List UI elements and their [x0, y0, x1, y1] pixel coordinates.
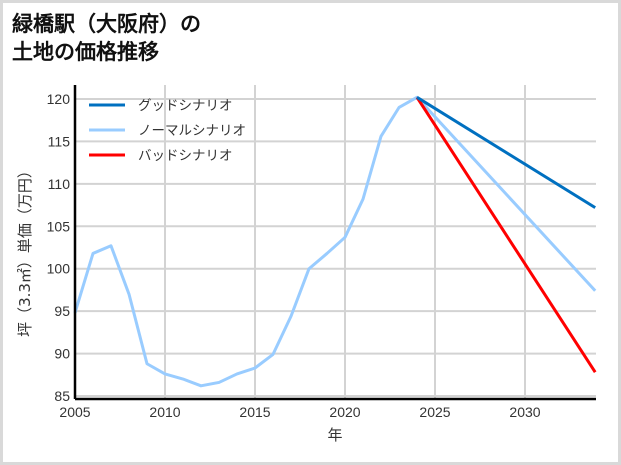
axes — [73, 85, 596, 401]
x-tick-label: 2015 — [239, 404, 270, 420]
y-tick-label: 85 — [54, 388, 70, 404]
series-line — [415, 96, 597, 374]
y-tick-label: 100 — [47, 261, 71, 277]
x-axis-label: 年 — [327, 426, 342, 444]
y-axis-label: 坪（3.3㎡）単価（万円） — [16, 163, 34, 337]
chart-title-line1: 緑橋駅（大阪府）の — [12, 12, 201, 36]
chart-title: 緑橋駅（大阪府）の 土地の価格推移 — [12, 10, 201, 66]
y-tick-label: 115 — [48, 133, 71, 149]
y-axis-ticks: 85 90 95 100 105 110 115 120 — [47, 91, 71, 404]
data-lines — [73, 95, 597, 388]
x-tick-label: 2025 — [419, 404, 450, 420]
y-tick-label: 120 — [47, 91, 71, 107]
series-line — [73, 95, 597, 388]
x-tick-label: 2020 — [329, 404, 360, 420]
y-tick-label: 110 — [48, 176, 71, 192]
series-line — [416, 96, 596, 209]
legend-label: バッドシナリオ — [138, 148, 233, 164]
x-axis-ticks: 2005 2010 2015 2020 2025 2030 — [59, 404, 540, 420]
legend-label: グッドシナリオ — [138, 98, 233, 114]
x-tick-label: 2005 — [59, 404, 90, 420]
chart-title-line2: 土地の価格推移 — [12, 40, 159, 64]
x-tick-label: 2010 — [149, 404, 180, 420]
legend-label: ノーマルシナリオ — [138, 123, 246, 139]
y-tick-label: 105 — [47, 218, 71, 234]
y-tick-label: 95 — [54, 303, 70, 319]
grid-lines — [75, 85, 596, 399]
x-tick-label: 2030 — [509, 404, 540, 420]
y-tick-label: 90 — [54, 346, 70, 362]
